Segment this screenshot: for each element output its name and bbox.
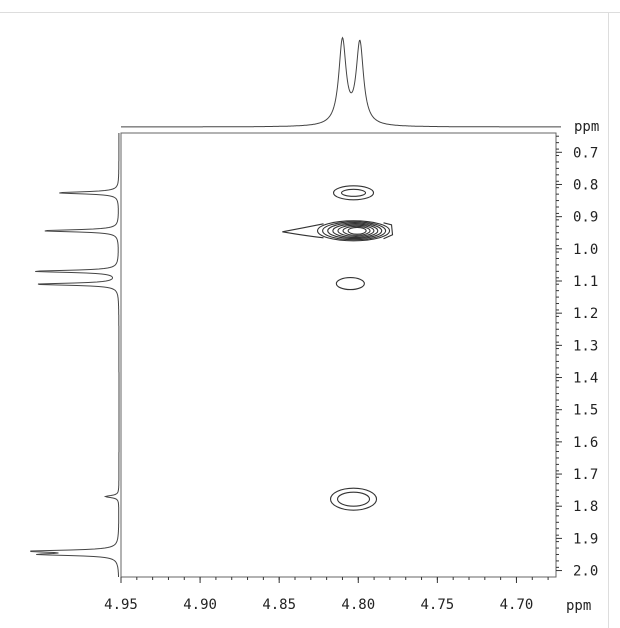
- contour-level: [340, 188, 367, 197]
- contour-shoulder: [383, 222, 394, 240]
- x-axis-unit-label: ppm: [566, 598, 591, 614]
- contour-level: [316, 220, 391, 242]
- y-tick-label: 1.3: [573, 338, 598, 354]
- y-tick-label: 1.0: [573, 242, 598, 258]
- contour-level: [332, 185, 375, 201]
- y-axis-unit-label: ppm: [574, 119, 599, 135]
- y-tick-label: 2.0: [573, 564, 598, 580]
- contour-level: [332, 223, 379, 239]
- x-tick-label: 4.75: [421, 597, 455, 613]
- cross-peak: [332, 185, 375, 201]
- left-projection: [30, 133, 120, 577]
- contour-level: [335, 277, 365, 291]
- y-tick-label: 1.7: [573, 467, 598, 483]
- x-tick-label: 4.90: [183, 597, 217, 613]
- contour-level: [327, 222, 383, 240]
- contour-level: [347, 226, 367, 235]
- x-tick-label: 4.70: [500, 597, 534, 613]
- top-projection-trace: [121, 36, 561, 128]
- contour-level: [336, 491, 371, 507]
- top-projection: [121, 36, 561, 128]
- x-axis: 4.95 4.90 4.85 4.80 4.75 4.70: [104, 577, 549, 613]
- y-tick-label: 0.8: [573, 177, 598, 193]
- cross-peak: [329, 487, 378, 511]
- y-tick-label: 0.9: [573, 210, 598, 226]
- contour-tail: [282, 223, 324, 239]
- plot-frame: [120, 132, 557, 578]
- y-tick-label: 1.8: [573, 499, 598, 515]
- y-axis: 0.7 0.8 0.9 1.0 1.1 1.2 1.3 1.4 1.5 1.6 1.7 1.8 1.9 2…: [556, 135, 598, 580]
- contour-level: [322, 221, 387, 241]
- cross-peak: [335, 277, 365, 291]
- x-tick-label: 4.95: [104, 597, 138, 613]
- y-tick-label: 1.4: [573, 371, 598, 387]
- y-tick-label: 1.1: [573, 274, 598, 290]
- cross-peak: [282, 220, 394, 242]
- y-tick-label: 1.2: [573, 306, 598, 322]
- y-tick-label: 0.7: [573, 145, 598, 161]
- contour-plot: [282, 185, 394, 511]
- y-tick-label: 1.6: [573, 435, 598, 451]
- left-projection-trace: [30, 133, 120, 577]
- contour-level: [329, 487, 378, 511]
- y-tick-label: 1.5: [573, 403, 598, 419]
- contour-level: [337, 224, 375, 237]
- contour-level: [342, 225, 371, 236]
- x-tick-label: 4.80: [341, 597, 375, 613]
- x-tick-label: 4.85: [262, 597, 296, 613]
- y-tick-label: 1.9: [573, 531, 598, 547]
